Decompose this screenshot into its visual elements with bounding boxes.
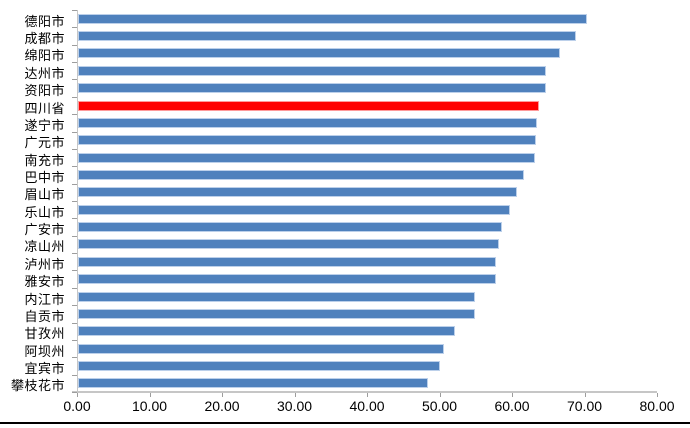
bar — [78, 83, 546, 94]
category-label: 广安市 — [24, 222, 65, 238]
y-tick — [72, 270, 77, 271]
y-tick — [72, 218, 77, 219]
bar — [78, 308, 475, 319]
x-tick-label: 30.00 — [276, 398, 313, 414]
x-tick-label: 60.00 — [494, 398, 530, 414]
y-axis-line — [77, 10, 78, 391]
y-tick — [72, 323, 77, 324]
bottom-border-line — [0, 422, 690, 424]
bar — [78, 117, 538, 128]
x-tick-label: 10.00 — [131, 398, 168, 414]
category-label: 凉山州 — [24, 239, 65, 255]
bar — [78, 256, 496, 267]
bar — [78, 378, 428, 389]
x-tick — [657, 393, 658, 397]
category-label: 甘孜州 — [24, 326, 65, 342]
bar — [78, 135, 536, 146]
category-label: 广元市 — [24, 135, 65, 151]
y-tick — [72, 184, 77, 185]
x-tick — [222, 393, 223, 397]
category-label: 阿坝州 — [24, 343, 65, 359]
y-tick — [72, 114, 77, 115]
y-tick — [72, 62, 77, 63]
bar — [78, 13, 587, 24]
category-label: 乐山市 — [24, 204, 65, 220]
category-label: 宜宾市 — [24, 360, 65, 376]
x-axis-line — [72, 391, 657, 393]
x-tick — [77, 393, 78, 397]
highlighted-bar — [78, 100, 540, 111]
y-tick — [72, 166, 77, 167]
y-tick — [72, 305, 77, 306]
y-tick — [72, 97, 77, 98]
y-tick — [72, 45, 77, 46]
category-label: 巴中市 — [24, 169, 65, 185]
bar — [78, 48, 561, 59]
x-tick-label: 20.00 — [204, 398, 240, 414]
category-label: 达州市 — [24, 65, 65, 81]
bar — [78, 169, 525, 180]
bar — [78, 222, 502, 233]
bar — [78, 152, 536, 163]
y-tick — [72, 340, 77, 341]
category-label: 成都市 — [24, 31, 65, 47]
category-label: 内江市 — [24, 291, 65, 307]
x-tick — [149, 393, 151, 397]
y-tick — [72, 375, 77, 376]
x-tick — [512, 393, 513, 397]
x-tick — [439, 393, 441, 397]
y-tick — [72, 79, 77, 80]
bar — [78, 291, 475, 302]
bar — [78, 31, 577, 42]
bar — [78, 326, 455, 337]
y-tick — [72, 392, 77, 393]
bar — [78, 204, 511, 215]
category-label: 泸州市 — [24, 256, 65, 272]
y-tick — [72, 236, 77, 237]
x-tick-label: 0.00 — [63, 398, 91, 414]
category-label: 雅安市 — [24, 274, 65, 290]
bar — [78, 274, 496, 285]
y-tick — [72, 10, 77, 11]
x-tick-label: 40.00 — [349, 398, 385, 414]
y-tick — [72, 132, 77, 133]
category-label: 眉山市 — [24, 187, 65, 203]
y-tick — [72, 149, 77, 150]
category-label: 攀枝花市 — [10, 378, 65, 394]
bar — [78, 65, 546, 76]
x-tick-label: 50.00 — [421, 398, 458, 414]
bar — [78, 343, 444, 354]
category-label: 资阳市 — [24, 83, 65, 99]
x-tick — [294, 393, 296, 397]
x-tick-label: 70.00 — [566, 398, 603, 414]
category-label: 南充市 — [24, 152, 65, 168]
y-tick — [72, 201, 77, 202]
bar — [78, 360, 441, 371]
y-tick — [72, 27, 77, 28]
y-tick — [72, 357, 77, 358]
x-tick — [584, 393, 586, 397]
y-tick — [72, 288, 77, 289]
category-label: 四川省 — [24, 100, 65, 116]
category-label: 绵阳市 — [24, 48, 65, 64]
bar — [78, 187, 517, 198]
y-tick — [72, 253, 77, 254]
x-tick — [367, 393, 368, 397]
x-tick-label: 80.00 — [639, 398, 675, 414]
bar — [78, 239, 499, 250]
category-label: 自贡市 — [24, 308, 65, 324]
category-label: 德阳市 — [24, 13, 65, 29]
category-label: 遂宁市 — [24, 117, 65, 133]
